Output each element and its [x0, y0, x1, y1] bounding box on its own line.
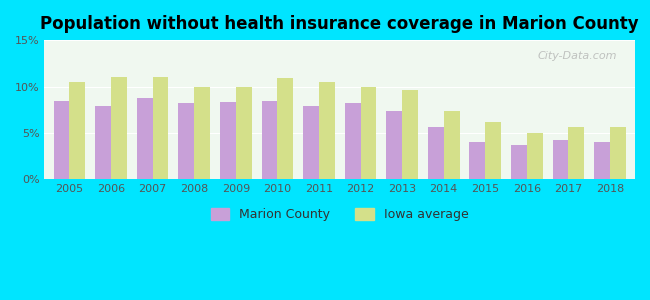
Bar — [278, 78, 293, 179]
Bar — [552, 140, 569, 179]
Bar — [610, 127, 626, 179]
Bar — [428, 127, 444, 179]
Bar — [344, 103, 361, 179]
Bar — [303, 106, 319, 179]
Bar — [469, 142, 486, 179]
Bar — [444, 111, 460, 179]
Bar — [70, 82, 85, 179]
Bar — [402, 90, 418, 179]
Bar — [136, 98, 153, 179]
Bar — [153, 77, 168, 179]
Bar — [95, 106, 111, 179]
Bar — [236, 87, 252, 179]
Bar — [569, 128, 584, 179]
Bar — [220, 102, 236, 179]
Legend: Marion County, Iowa average: Marion County, Iowa average — [205, 202, 474, 226]
Bar — [178, 103, 194, 179]
Text: City-Data.com: City-Data.com — [538, 51, 618, 61]
Bar — [361, 87, 376, 179]
Bar — [54, 101, 70, 179]
Bar — [319, 82, 335, 179]
Title: Population without health insurance coverage in Marion County: Population without health insurance cove… — [40, 15, 639, 33]
Bar — [261, 101, 278, 179]
Bar — [527, 133, 543, 179]
Bar — [111, 77, 127, 179]
Bar — [511, 145, 527, 179]
Bar — [486, 122, 501, 179]
Bar — [594, 142, 610, 179]
Bar — [386, 111, 402, 179]
Bar — [194, 87, 210, 179]
